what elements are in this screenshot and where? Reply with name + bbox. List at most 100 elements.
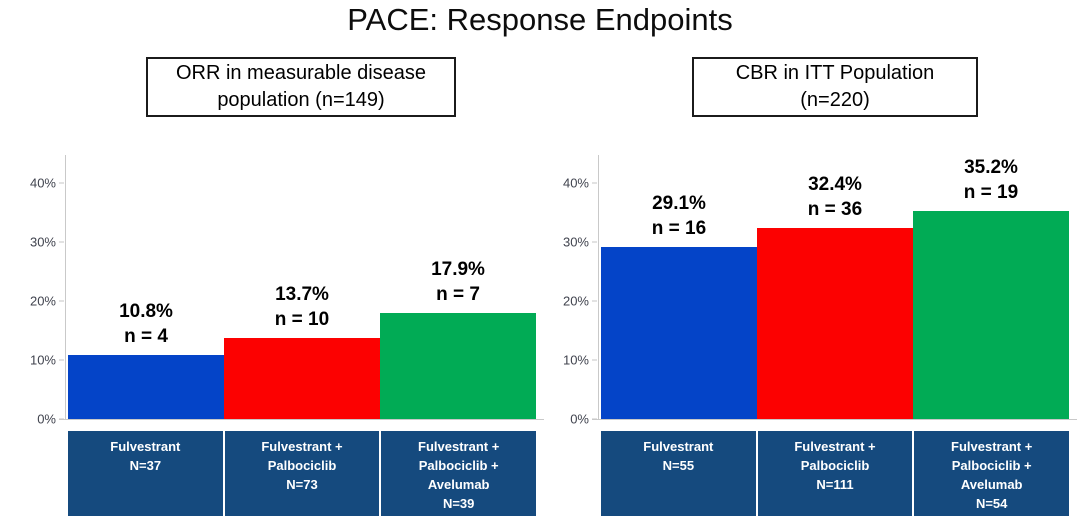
category-line: Fulvestrant + <box>951 439 1033 454</box>
orr-x-axis-line <box>59 419 544 420</box>
orr-category-triplet: Fulvestrant + Palbociclib + Avelumab N=3… <box>381 431 537 516</box>
cbr-bar-group-fulvestrant-palbociclib: 32.4% n = 36 <box>757 155 913 419</box>
tick-mark <box>59 182 64 184</box>
tick-mark <box>592 359 597 361</box>
cbr-bar-group-fulvestrant: 29.1% n = 16 <box>601 155 757 419</box>
tick-mark <box>592 418 597 420</box>
orr-chart-title-box: ORR in measurable disease population (n=… <box>146 57 456 117</box>
cbr-ytick-0: 0% <box>570 412 597 427</box>
orr-plot-area: 0% 10% 20% 30% 40% 10.8% n = 4 <box>30 155 544 427</box>
category-line: Palbociclib <box>800 458 870 473</box>
cbr-ytick-label: 30% <box>562 234 589 250</box>
cbr-bar-value-label: 35.2% n = 19 <box>913 155 1069 205</box>
cbr-ytick-20: 20% <box>563 294 597 309</box>
cbr-chart-title-line1: CBR in ITT Population <box>735 62 935 84</box>
cbr-category-triplet: Fulvestrant + Palbociclib + Avelumab N=5… <box>914 431 1070 516</box>
value-n: n = 4 <box>124 326 168 348</box>
value-n: n = 36 <box>807 198 863 220</box>
orr-bars: 10.8% n = 4 13.7% n = 10 17.9% n = 7 <box>68 155 536 419</box>
orr-ytick-label: 20% <box>29 293 56 309</box>
value-n: n = 16 <box>651 218 707 240</box>
cbr-chart-title-box: CBR in ITT Population (n=220) <box>692 57 978 117</box>
orr-bar-fulvestrant <box>68 355 224 419</box>
orr-ytick-label: 10% <box>29 352 56 368</box>
category-line: Fulvestrant <box>643 439 714 454</box>
orr-ytick-label: 0% <box>37 411 56 427</box>
category-line: Fulvestrant + <box>418 439 500 454</box>
category-line: N=55 <box>662 458 695 473</box>
orr-bar-group-fulvestrant-palbociclib: 13.7% n = 10 <box>224 155 380 419</box>
orr-category-fulvestrant-palbociclib: Fulvestrant + Palbociclib N=73 <box>224 431 380 516</box>
tick-mark <box>592 182 597 184</box>
orr-category-fulvestrant: Fulvestrant N=37 <box>68 431 223 516</box>
orr-bar-fulvestrant-palbociclib <box>224 338 380 419</box>
cbr-chart-title-line2: (n=220) <box>800 89 870 111</box>
tick-mark <box>592 241 597 243</box>
value-n: n = 19 <box>963 182 1019 204</box>
value-n: n = 10 <box>274 309 330 331</box>
category-line: Palbociclib <box>267 458 337 473</box>
cbr-ytick-10: 10% <box>563 353 597 368</box>
cbr-bar-fulvestrant-palbociclib <box>757 227 913 419</box>
cbr-bar-value-label: 29.1% n = 16 <box>601 191 757 241</box>
orr-ytick-20: 20% <box>30 294 64 309</box>
category-line: Avelumab <box>960 477 1023 492</box>
cbr-bar-triplet <box>913 211 1069 419</box>
cbr-bar-group-triplet: 35.2% n = 19 <box>913 155 1069 419</box>
category-line: N=111 <box>816 477 854 492</box>
orr-bar-value-label: 10.8% n = 4 <box>68 299 224 349</box>
cbr-category-fulvestrant: Fulvestrant N=55 <box>601 431 756 516</box>
cbr-category-labels: Fulvestrant N=55 Fulvestrant + Palbocicl… <box>601 431 1070 516</box>
value-pct: 32.4% <box>808 173 862 195</box>
cbr-category-fulvestrant-palbociclib: Fulvestrant + Palbociclib N=111 <box>757 431 913 516</box>
value-pct: 10.8% <box>119 301 173 323</box>
category-line: Fulvestrant <box>110 439 181 454</box>
orr-y-axis-line <box>65 155 66 420</box>
category-line: N=73 <box>286 477 318 492</box>
value-pct: 29.1% <box>652 193 706 215</box>
page-title: PACE: Response Endpoints <box>347 2 733 37</box>
tick-mark <box>59 418 64 420</box>
tick-mark <box>59 241 64 243</box>
orr-bar-triplet <box>380 313 536 419</box>
orr-ytick-0: 0% <box>37 412 64 427</box>
tick-mark <box>59 359 64 361</box>
cbr-ytick-label: 40% <box>562 175 589 191</box>
cbr-x-axis-line <box>592 419 1077 420</box>
cbr-ytick-label: 20% <box>562 293 589 309</box>
orr-bar-value-label: 13.7% n = 10 <box>224 282 380 332</box>
category-line: N=39 <box>442 496 475 511</box>
category-line: N=54 <box>975 496 1008 511</box>
orr-ytick-40: 40% <box>30 176 64 191</box>
cbr-bar-fulvestrant <box>601 247 757 419</box>
category-line: N=37 <box>129 458 162 473</box>
value-n: n = 7 <box>436 284 480 306</box>
orr-chart-title-line1: ORR in measurable disease <box>175 62 427 84</box>
category-line: Fulvestrant + <box>794 439 876 454</box>
cbr-bars: 29.1% n = 16 32.4% n = 36 35.2% n = 19 <box>601 155 1069 419</box>
cbr-ytick-30: 30% <box>563 235 597 250</box>
value-pct: 17.9% <box>431 259 485 281</box>
orr-ytick-30: 30% <box>30 235 64 250</box>
orr-bar-group-triplet: 17.9% n = 7 <box>380 155 536 419</box>
cbr-ytick-label: 0% <box>570 411 589 427</box>
cbr-plot-area: 0% 10% 20% 30% 40% 29.1% n = 16 <box>563 155 1077 427</box>
category-line: Fulvestrant + <box>261 439 343 454</box>
tick-mark <box>592 300 597 302</box>
tick-mark <box>59 300 64 302</box>
orr-bar-value-label: 17.9% n = 7 <box>380 257 536 307</box>
orr-bar-group-fulvestrant: 10.8% n = 4 <box>68 155 224 419</box>
cbr-ytick-40: 40% <box>563 176 597 191</box>
category-line: Palbociclib + <box>418 458 499 473</box>
orr-category-labels: Fulvestrant N=37 Fulvestrant + Palbocicl… <box>68 431 537 516</box>
orr-ytick-label: 40% <box>29 175 56 191</box>
cbr-ytick-label: 10% <box>562 352 589 368</box>
cbr-bar-value-label: 32.4% n = 36 <box>757 172 913 222</box>
orr-ytick-label: 30% <box>29 234 56 250</box>
orr-chart-title-line2: population (n=149) <box>217 89 385 111</box>
category-line: Avelumab <box>427 477 490 492</box>
category-line: Palbociclib + <box>951 458 1032 473</box>
